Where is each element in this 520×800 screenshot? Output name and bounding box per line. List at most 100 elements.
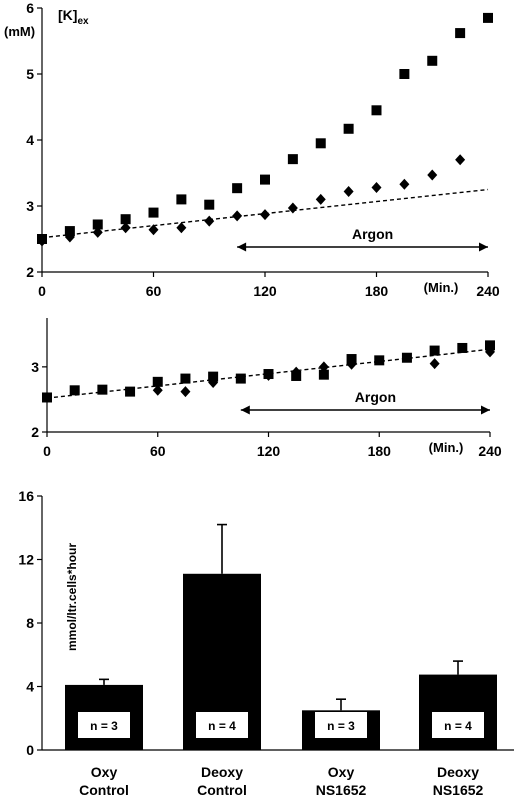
y-tick-label: 6 [26, 0, 34, 16]
category-label-line2: Control [79, 782, 129, 798]
x-axis-label: (Min.) [429, 440, 464, 455]
y-tick-label: 16 [18, 488, 34, 504]
y-axis-label: mmol/ltr.cells*hour [65, 543, 79, 651]
category-label-line1: Oxy [328, 764, 355, 780]
n-label-box [78, 712, 130, 738]
panel-b-potassium-time-course: 2 3 0 60 120 180 240 (Min.) Argon [31, 318, 502, 459]
square-data-point [152, 376, 163, 387]
x-tick-label: 240 [476, 283, 500, 299]
n-label: n = 3 [90, 719, 118, 733]
square-data-point [235, 373, 246, 384]
square-data-point [208, 371, 219, 382]
x-tick-label: 60 [150, 443, 166, 459]
trend-line [46, 348, 491, 399]
y-tick-label: 2 [31, 424, 39, 440]
argon-label: Argon [355, 389, 396, 405]
diamond-data-point [318, 361, 329, 373]
y-tick-label: 5 [26, 66, 34, 82]
square-data-point [287, 154, 298, 165]
diamond-data-point [291, 366, 302, 378]
diamond-data-point [64, 231, 75, 243]
diamond-data-point [176, 222, 187, 234]
diamond-data-point [204, 215, 215, 227]
category-label-line1: Deoxy [201, 764, 243, 780]
square-data-point [401, 352, 412, 363]
square-data-point [371, 105, 382, 116]
n-label-box [432, 712, 484, 738]
diamond-data-point [287, 202, 298, 214]
diamond-data-point [455, 154, 466, 166]
y-tick-label: 4 [26, 679, 34, 695]
square-data-point [92, 219, 103, 230]
x-axis-label: (Min.) [424, 280, 459, 295]
diamond-data-point [371, 182, 382, 194]
diamond-data-point [208, 376, 219, 388]
y-tick-label: 8 [26, 615, 34, 631]
n-label-box [315, 712, 367, 738]
category-label-line2: NS1652 [433, 782, 484, 798]
square-data-point [399, 69, 410, 79]
square-data-point [97, 384, 108, 395]
n-label: n = 4 [444, 719, 472, 733]
square-data-point [69, 385, 80, 396]
square-data-point [318, 369, 329, 380]
diamond-data-point [343, 185, 354, 197]
x-tick-label: 120 [257, 443, 281, 459]
y-axis-unit-label: (mM) [4, 24, 35, 39]
square-data-point [120, 214, 131, 225]
category-label-line1: Deoxy [437, 764, 479, 780]
square-data-point [455, 28, 466, 39]
square-data-point [485, 340, 495, 351]
diamond-data-point [232, 210, 243, 222]
x-tick-label: 180 [365, 283, 389, 299]
n-label: n = 4 [208, 719, 236, 733]
x-tick-label: 120 [253, 283, 277, 299]
diamond-data-point [429, 358, 440, 370]
square-data-point [483, 12, 493, 23]
diamond-data-point [120, 222, 131, 234]
category-label-line1: Oxy [91, 764, 118, 780]
argon-arrow-right-head [481, 405, 490, 415]
y-tick-label: 12 [18, 552, 34, 568]
diamond-data-point [37, 235, 47, 247]
diamond-data-point [263, 369, 274, 381]
y-axis-symbol: [K]ex [58, 7, 89, 27]
n-label: n = 3 [327, 719, 355, 733]
panel-c-flux-bar-chart: 0 4 8 12 16 mmol/ltr.cells*hour n = 3 Oxy Contro… [18, 488, 514, 798]
square-data-point [204, 199, 215, 210]
x-tick-label: 0 [38, 283, 46, 299]
square-data-point [429, 345, 440, 356]
square-data-point [457, 342, 468, 353]
square-data-point [180, 373, 191, 384]
category-label-line2: NS1652 [316, 782, 367, 798]
diamond-data-point [315, 193, 326, 205]
x-tick-label: 240 [478, 443, 502, 459]
diamond-data-point [260, 209, 270, 221]
y-tick-label: 4 [26, 132, 34, 148]
y-tick-label: 2 [26, 264, 34, 280]
category-label-line2: Control [197, 782, 247, 798]
x-tick-label: 180 [368, 443, 392, 459]
y-tick-label: 0 [26, 742, 34, 758]
n-label-box [196, 712, 248, 738]
diamond-data-point [346, 358, 357, 370]
diamond-data-point [399, 178, 410, 190]
square-data-point [64, 226, 75, 237]
diamond-data-point [180, 386, 191, 398]
square-data-point [427, 55, 438, 66]
square-data-point [148, 207, 159, 218]
square-data-point [260, 174, 270, 185]
x-tick-label: 0 [43, 443, 51, 459]
square-data-point [343, 123, 354, 134]
argon-arrow-left-head [240, 405, 250, 415]
square-data-point [42, 392, 52, 403]
argon-label: Argon [352, 226, 393, 242]
y-tick-label: 3 [31, 359, 39, 375]
diamond-data-point [148, 224, 159, 236]
diamond-data-point [92, 226, 103, 238]
diamond-data-point [427, 169, 438, 181]
square-data-point [374, 355, 385, 366]
y-tick-label: 3 [26, 198, 34, 214]
